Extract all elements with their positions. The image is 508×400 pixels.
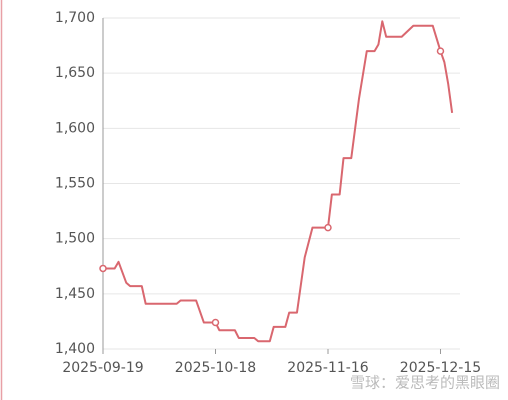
y-tick-label: 1,650 — [55, 65, 95, 81]
x-tick-label: 2025-10-18 — [175, 360, 256, 376]
x-tick-label: 2025-09-19 — [62, 360, 143, 376]
point-marker — [324, 223, 332, 232]
y-tick-label: 1,600 — [55, 120, 95, 136]
y-tick-label: 1,700 — [55, 10, 95, 26]
point-marker — [436, 47, 445, 55]
y-tick-label: 1,550 — [55, 176, 95, 192]
x-tick-label: 2025-12-15 — [400, 360, 481, 376]
y-tick-label: 1,500 — [55, 231, 95, 247]
y-tick-label: 1,400 — [55, 341, 95, 357]
line — [103, 20, 454, 343]
point-marker — [211, 318, 220, 327]
x-tick-label: 2025-11-16 — [287, 360, 368, 376]
point-marker — [99, 264, 107, 273]
watermark: 雪球：爱思考的黑眼圈 — [350, 374, 500, 392]
y-tick-label: 1,450 — [55, 286, 95, 302]
